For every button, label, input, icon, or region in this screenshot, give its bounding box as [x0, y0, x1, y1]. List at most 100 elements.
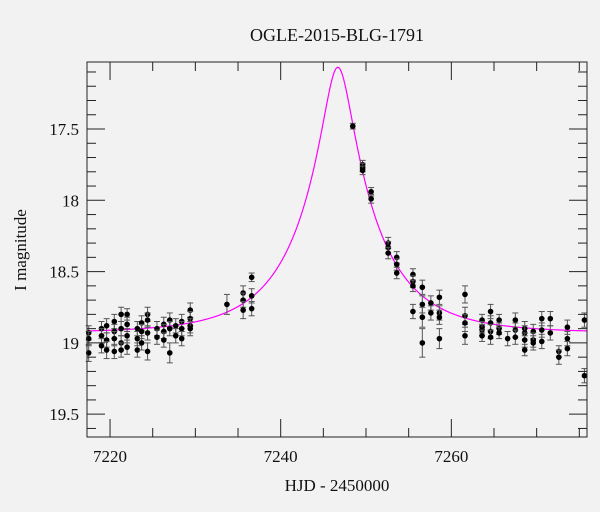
point-marker: [581, 317, 588, 323]
data-point: [103, 340, 110, 360]
point-marker: [487, 334, 494, 340]
x-tick-label: 7220: [93, 447, 127, 466]
x-tick-label: 7240: [264, 447, 298, 466]
point-marker: [160, 337, 167, 343]
point-marker: [118, 347, 124, 353]
data-point: [530, 335, 537, 351]
point-marker: [547, 330, 554, 336]
data-point: [409, 303, 416, 320]
point-marker: [538, 338, 545, 345]
y-tick-label: 19.5: [49, 405, 79, 424]
point-marker: [248, 293, 255, 299]
data-point: [98, 338, 105, 354]
point-marker: [462, 320, 468, 326]
point-marker: [556, 354, 562, 360]
point-marker: [359, 167, 366, 174]
data-point: [240, 301, 247, 320]
point-marker: [240, 307, 246, 313]
point-marker: [172, 322, 179, 329]
point-marker: [512, 334, 519, 340]
data-point: [479, 329, 486, 342]
data-point: [564, 340, 571, 357]
point-marker: [479, 332, 485, 339]
point-marker: [504, 335, 511, 342]
data-point: [160, 332, 167, 348]
data-point: [581, 368, 588, 384]
point-marker: [187, 325, 194, 332]
point-marker: [144, 317, 151, 323]
data-point: [111, 343, 118, 360]
point-marker: [436, 294, 443, 301]
point-marker: [436, 335, 443, 342]
point-marker: [564, 345, 571, 352]
point-marker: [166, 325, 173, 332]
point-marker: [111, 335, 118, 342]
data-point: [359, 165, 366, 176]
data-point: [496, 313, 503, 327]
data-point: [248, 301, 255, 317]
point-marker: [419, 284, 426, 291]
data-point: [187, 321, 194, 337]
point-marker: [538, 315, 545, 322]
point-marker: [496, 330, 502, 336]
point-marker: [248, 274, 255, 281]
data-point: [172, 318, 179, 334]
point-marker: [154, 334, 160, 340]
point-marker: [419, 340, 426, 346]
point-marker: [487, 308, 494, 315]
point-marker: [172, 332, 179, 339]
point-marker: [496, 317, 502, 323]
y-tick-label: 18: [62, 191, 79, 210]
point-marker: [538, 327, 545, 333]
data-point: [512, 329, 519, 345]
point-marker: [521, 337, 528, 343]
data-point: [487, 329, 494, 345]
point-marker: [462, 291, 468, 298]
data-point: [172, 328, 179, 344]
point-marker: [138, 328, 145, 335]
y-tick-label: 19: [62, 334, 79, 353]
point-marker: [111, 348, 118, 355]
point-marker: [564, 335, 571, 342]
data-point: [118, 306, 125, 323]
model-curve: [86, 66, 588, 332]
x-axis-label: HJD - 2450000: [285, 476, 390, 495]
point-marker: [462, 332, 468, 339]
y-tick-label: 18.5: [49, 263, 79, 282]
data-point: [111, 330, 118, 347]
point-marker: [248, 305, 255, 312]
point-marker: [118, 311, 124, 318]
point-marker: [564, 324, 571, 331]
data-point: [496, 326, 503, 340]
point-marker: [581, 372, 588, 379]
data-point: [166, 321, 173, 337]
point-marker: [224, 301, 230, 308]
point-marker: [111, 318, 118, 325]
point-marker: [178, 325, 185, 332]
point-marker: [530, 340, 537, 346]
point-marker: [124, 321, 130, 328]
point-marker: [103, 347, 110, 353]
x-tick-label: 7260: [434, 447, 468, 466]
point-marker: [124, 332, 130, 339]
data-point: [436, 309, 443, 325]
point-marker: [428, 300, 434, 306]
data-point: [581, 312, 588, 328]
point-marker: [393, 270, 400, 276]
point-marker: [385, 250, 391, 256]
data-point: [504, 330, 511, 347]
data-point: [368, 194, 375, 204]
data-point: [223, 293, 230, 315]
point-marker: [144, 348, 151, 355]
data-point: [409, 279, 416, 293]
point-marker: [410, 283, 416, 289]
data-point: [461, 326, 468, 345]
point-marker: [521, 347, 528, 353]
point-marker: [547, 315, 554, 322]
data-point: [166, 342, 173, 364]
point-marker: [368, 196, 374, 202]
point-marker: [178, 335, 185, 342]
point-marker: [419, 314, 426, 321]
point-marker: [419, 301, 426, 308]
data-point: [118, 342, 125, 358]
